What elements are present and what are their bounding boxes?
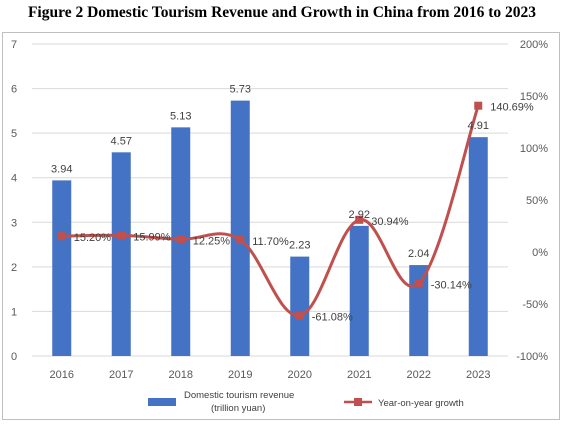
revenue-data-label: 2.23 (289, 240, 310, 252)
growth-data-label: -61.08% (312, 312, 353, 324)
data-labels: 3.94 4.57 5.13 5.73 2.23 2.92 2.04 4.91 15.20% 15… (51, 84, 534, 324)
y-left-tick-label: 6 (11, 84, 17, 96)
legend-bar-swatch (148, 398, 176, 406)
revenue-bar (52, 180, 72, 356)
growth-data-label: 11.70% (252, 236, 289, 248)
x-tick-label: 2021 (347, 369, 371, 381)
revenue-bar (349, 225, 369, 356)
growth-marker (474, 101, 483, 110)
revenue-bar (230, 100, 250, 356)
x-tick-label: 2019 (228, 369, 252, 381)
y-right-tick-label: 50% (526, 195, 548, 207)
axis-tick-labels: 0 1 2 3 4 5 6 7 -100% -50% 0% 50% 100% 150% 200% 2016 20… (11, 39, 548, 381)
growth-marker (117, 231, 126, 240)
gridlines (32, 43, 508, 357)
y-left-tick-label: 3 (11, 217, 17, 229)
legend-bar-label: Domestic tourism revenue (184, 390, 294, 401)
chart-frame (2, 32, 560, 420)
revenue-bar (409, 265, 429, 356)
revenue-data-label: 4.57 (111, 135, 132, 147)
y-left-tick-label: 1 (11, 306, 17, 318)
legend-line-label: Year-on-year growth (378, 398, 464, 409)
y-right-tick-label: -50% (522, 299, 548, 311)
growth-marker (295, 311, 304, 320)
x-tick-label: 2022 (407, 369, 431, 381)
growth-data-label: 140.69% (490, 102, 534, 114)
x-tick-label: 2018 (169, 369, 193, 381)
x-tick-label: 2016 (50, 369, 74, 381)
revenue-bar (290, 256, 310, 356)
legend-line-marker (354, 398, 362, 406)
revenue-data-label: 2.04 (408, 248, 429, 260)
revenue-data-label: 4.91 (468, 120, 489, 132)
y-right-tick-label: -100% (516, 351, 548, 363)
growth-line (57, 101, 483, 320)
growth-marker (414, 279, 423, 288)
x-tick-label: 2017 (109, 369, 133, 381)
revenue-bar (468, 137, 488, 356)
y-left-tick-label: 0 (11, 351, 17, 363)
y-right-tick-label: 150% (520, 91, 548, 103)
y-left-tick-label: 2 (11, 262, 17, 274)
revenue-data-label: 5.13 (170, 110, 191, 122)
growth-marker (176, 235, 185, 244)
growth-data-label: 30.94% (371, 216, 409, 228)
legend: Domestic tourism revenue (trillion yuan) Y… (148, 390, 464, 414)
revenue-data-label: 5.73 (230, 84, 251, 96)
chart-title: Figure 2 Domestic Tourism Revenue and Gr… (27, 4, 537, 21)
growth-marker (355, 215, 364, 224)
y-right-tick-label: 100% (520, 143, 548, 155)
revenue-data-label: 3.94 (51, 163, 72, 175)
y-left-tick-label: 7 (11, 39, 17, 51)
legend-bar-label: (trillion yuan) (211, 403, 265, 414)
revenue-bar (111, 152, 131, 356)
revenue-data-label: 2.92 (349, 209, 370, 221)
x-tick-label: 2023 (466, 369, 490, 381)
growth-marker (57, 232, 66, 241)
revenue-bars (52, 100, 488, 356)
growth-data-label: 15.99% (133, 231, 171, 243)
y-left-tick-label: 5 (11, 128, 17, 140)
y-left-tick-label: 4 (11, 173, 17, 185)
growth-data-label: -30.14% (431, 279, 472, 291)
growth-data-label: 15.20% (74, 232, 112, 244)
y-right-tick-label: 200% (520, 39, 548, 51)
growth-marker (236, 235, 245, 244)
x-tick-label: 2020 (288, 369, 312, 381)
growth-data-label: 12.25% (193, 235, 231, 247)
y-right-tick-label: 0% (532, 247, 548, 259)
